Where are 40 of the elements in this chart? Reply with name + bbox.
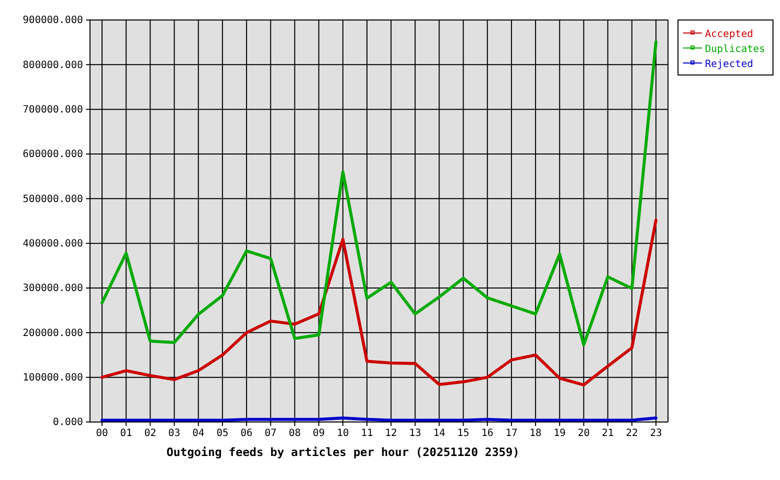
x-tick-label: 06 [240,428,253,440]
x-tick-label: 07 [264,428,277,440]
x-tick-label: 22 [626,428,638,440]
y-tick-label: 300000.000 [22,283,83,294]
y-tick-label: 100000.000 [22,372,83,384]
x-tick-label: 12 [385,428,398,440]
x-tick-label: 16 [481,428,494,440]
x-tick-label: 09 [312,428,325,440]
x-tick-label: 11 [360,428,373,440]
y-tick-label: 400000.000 [22,238,83,250]
x-tick-label: 00 [96,428,108,440]
x-tick-label: 13 [409,428,422,440]
y-tick-label: 800000.000 [22,60,83,71]
y-tick-label: 600000.000 [22,149,83,160]
x-tick-label: 04 [192,428,204,440]
x-tick-label: 01 [120,428,132,440]
x-tick-label: 15 [457,428,470,440]
x-tick-label: 21 [602,428,614,440]
x-tick-label: 02 [144,428,156,440]
legend-label: Duplicates [705,44,766,55]
x-tick-label: 17 [505,428,518,440]
legend-label: Accepted [705,29,754,40]
y-tick-label: 0.000 [52,417,83,428]
x-tick-label: 03 [168,428,180,440]
x-tick-label: 08 [288,428,301,440]
x-tick-label: 20 [578,428,590,440]
x-tick-label: 23 [650,428,662,440]
y-tick-label: 900000.000 [22,15,83,26]
x-tick-label: 18 [530,428,542,440]
y-tick-label: 200000.000 [22,328,83,339]
x-axis-title: Outgoing feeds by articles per hour (20251120 2359) [166,445,520,459]
y-tick-label: 500000.000 [22,194,83,205]
line-series [100,40,658,346]
x-tick-label: 10 [336,428,349,440]
legend-label: Rejected [705,59,754,70]
line-series [100,218,658,386]
x-tick-label: 19 [554,428,566,440]
y-tick-label: 700000.000 [22,104,83,116]
x-tick-label: 14 [433,428,446,440]
x-tick-label: 05 [216,428,228,440]
